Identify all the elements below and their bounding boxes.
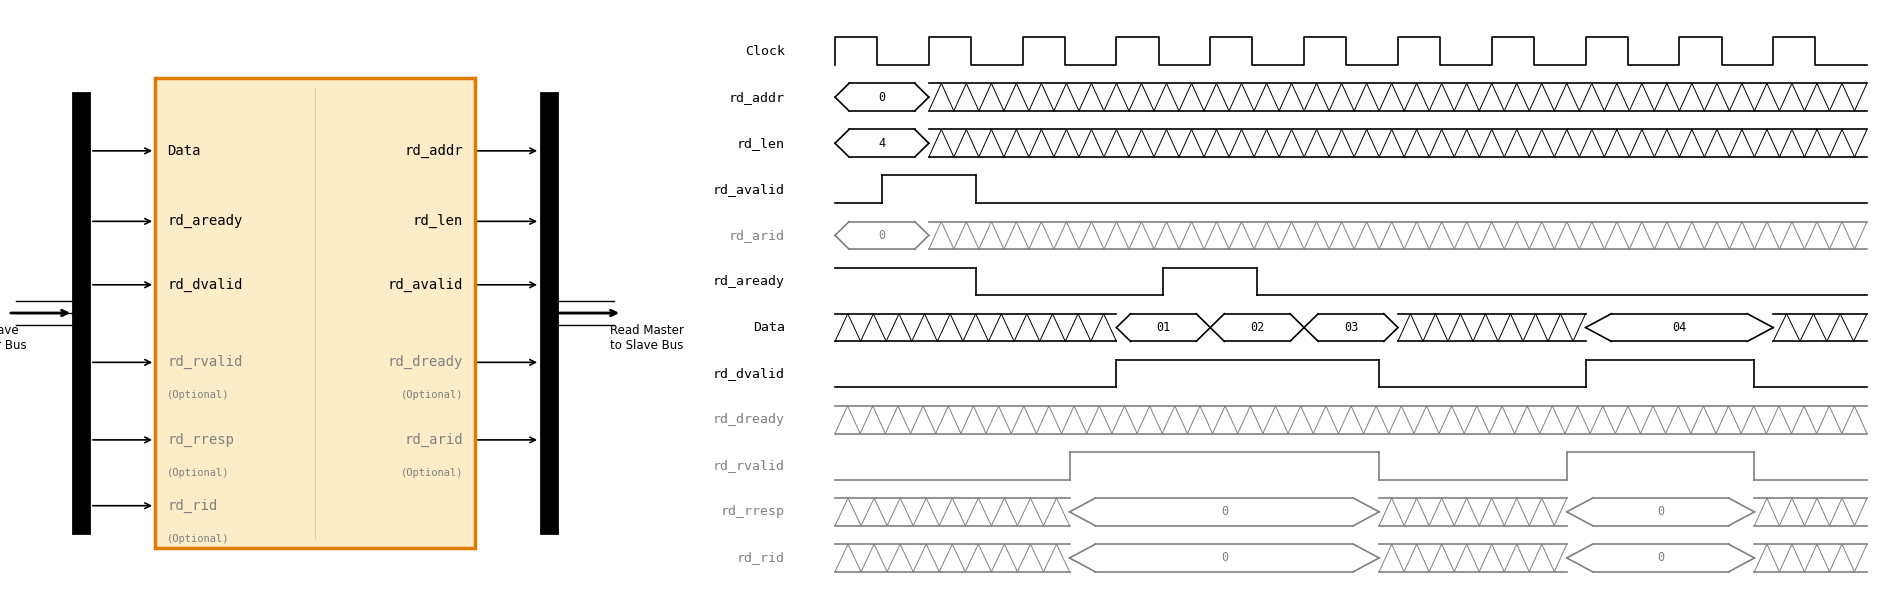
Text: Data: Data (753, 321, 785, 334)
Text: 0: 0 (1657, 505, 1665, 519)
Text: 0: 0 (1220, 552, 1228, 564)
Bar (156, 78, 475, 548)
Text: rd_rid: rd_rid (167, 499, 218, 513)
Text: rd_rresp: rd_rresp (167, 433, 235, 447)
Text: rd_rvalid: rd_rvalid (167, 355, 242, 370)
Text: Clock: Clock (745, 45, 785, 57)
Text: 03: 03 (1344, 321, 1359, 334)
Bar (73, 93, 88, 533)
Text: (Optional): (Optional) (400, 390, 464, 400)
Text: Read Master
to Slave Bus: Read Master to Slave Bus (610, 324, 683, 352)
Text: Data: Data (167, 144, 201, 158)
Text: rd_rid: rd_rid (738, 552, 785, 564)
Text: rd_len: rd_len (413, 214, 464, 229)
Text: rd_avalid: rd_avalid (713, 183, 785, 196)
Text: rd_dready: rd_dready (713, 413, 785, 426)
Text: rd_dvalid: rd_dvalid (713, 367, 785, 380)
Text: rd_aready: rd_aready (713, 275, 785, 288)
Text: rd_addr: rd_addr (728, 90, 785, 104)
Text: 02: 02 (1250, 321, 1265, 334)
Text: 4: 4 (878, 137, 886, 150)
Text: 01: 01 (1156, 321, 1171, 334)
Bar (541, 93, 557, 533)
Text: rd_arid: rd_arid (728, 229, 785, 242)
Text: 0: 0 (1657, 552, 1665, 564)
Text: 0: 0 (1220, 505, 1228, 519)
Text: rd_len: rd_len (738, 137, 785, 150)
Text: rd_dvalid: rd_dvalid (167, 278, 242, 292)
Text: (Optional): (Optional) (167, 534, 229, 544)
Text: 0: 0 (878, 229, 886, 242)
Text: 0: 0 (878, 90, 886, 104)
Text: rd_arid: rd_arid (404, 433, 464, 447)
Text: rd_dready: rd_dready (389, 355, 464, 370)
Text: rd_rresp: rd_rresp (721, 505, 785, 519)
Text: rd_aready: rd_aready (167, 214, 242, 229)
Text: 04: 04 (1672, 321, 1687, 334)
Text: (Optional): (Optional) (167, 390, 229, 400)
Text: (Optional): (Optional) (167, 468, 229, 478)
Text: rd_rvalid: rd_rvalid (713, 459, 785, 472)
Text: Read Slave
to Master Bus: Read Slave to Master Bus (0, 324, 26, 352)
Text: rd_avalid: rd_avalid (389, 278, 464, 292)
Text: rd_addr: rd_addr (404, 144, 464, 158)
Text: (Optional): (Optional) (400, 468, 464, 478)
